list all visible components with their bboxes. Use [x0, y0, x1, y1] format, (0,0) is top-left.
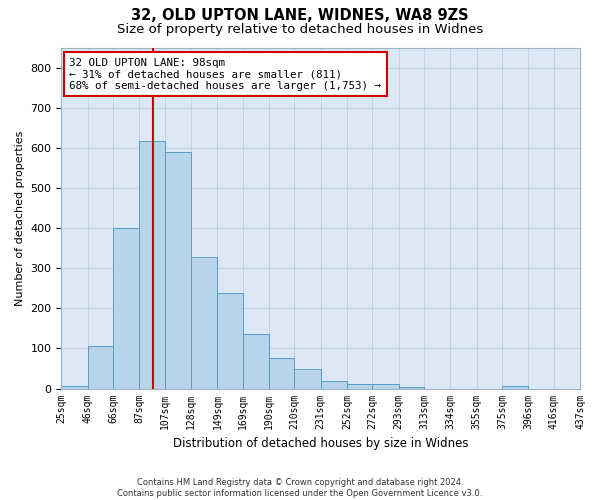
Bar [269, 358, 294, 388]
Bar [139, 142, 164, 388]
Y-axis label: Number of detached properties: Number of detached properties [15, 130, 25, 306]
Text: 32 OLD UPTON LANE: 98sqm
← 31% of detached houses are smaller (811)
68% of semi-: 32 OLD UPTON LANE: 98sqm ← 31% of detach… [69, 58, 381, 91]
Bar [61, 386, 88, 388]
Bar [294, 369, 321, 388]
Bar [502, 386, 529, 388]
Bar [88, 346, 113, 389]
Text: 32, OLD UPTON LANE, WIDNES, WA8 9ZS: 32, OLD UPTON LANE, WIDNES, WA8 9ZS [131, 8, 469, 22]
Bar [164, 152, 191, 388]
Text: Size of property relative to detached houses in Widnes: Size of property relative to detached ho… [117, 22, 483, 36]
Text: Contains HM Land Registry data © Crown copyright and database right 2024.
Contai: Contains HM Land Registry data © Crown c… [118, 478, 482, 498]
Bar [242, 334, 269, 388]
Bar [113, 228, 139, 388]
Bar [217, 294, 242, 388]
Bar [399, 386, 424, 388]
X-axis label: Distribution of detached houses by size in Widnes: Distribution of detached houses by size … [173, 437, 469, 450]
Bar [321, 382, 347, 388]
Bar [373, 384, 399, 388]
Bar [347, 384, 373, 388]
Bar [191, 257, 217, 388]
